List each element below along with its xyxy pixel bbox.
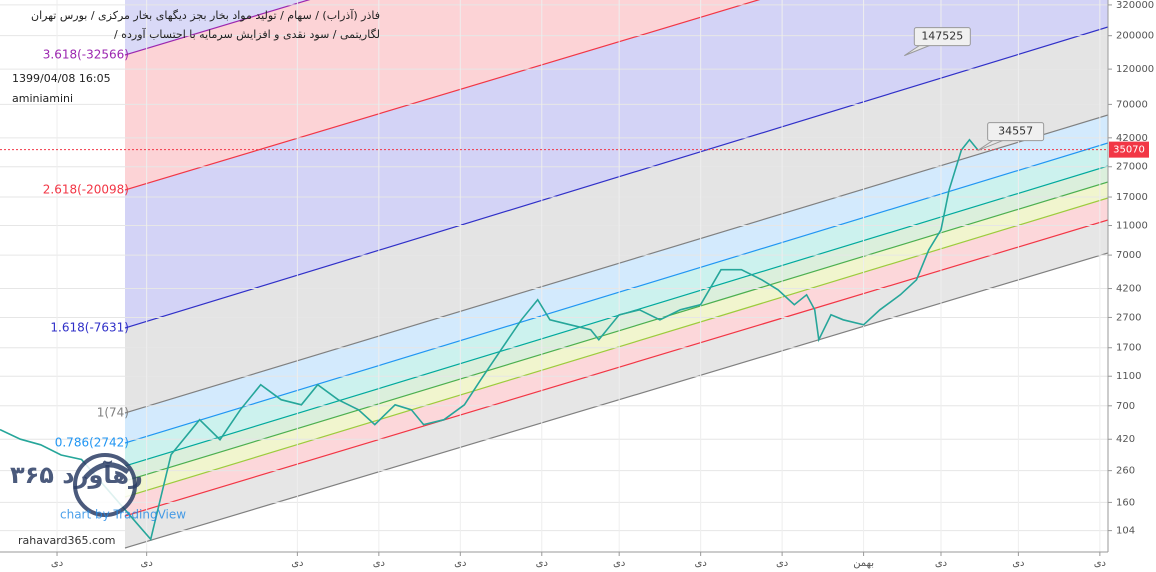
channel-line	[124, 0, 311, 56]
x-tick-label: دی	[1012, 558, 1024, 569]
channel-line	[124, 26, 1108, 329]
channel-band	[125, 0, 1108, 328]
y-tick-label: 104	[1116, 526, 1135, 537]
callout-label: 34557	[998, 125, 1033, 138]
y-tick-label: 70000	[1116, 99, 1148, 110]
channel-line	[124, 0, 761, 191]
axis-bg	[1108, 0, 1156, 572]
y-tick-label: 17000	[1116, 192, 1148, 203]
x-tick-label: دی	[51, 558, 63, 569]
x-tick-label: دی	[373, 558, 385, 569]
y-tick-label: 1100	[1116, 371, 1141, 382]
y-tick-label: 120000	[1116, 64, 1154, 75]
channel-line	[124, 142, 1108, 444]
last-price-label: 35070	[1113, 145, 1145, 156]
channel-band	[125, 182, 1108, 497]
channel-label: 3.618(-32566)	[43, 48, 129, 62]
plot: 147525 34557	[0, 27, 1108, 541]
last-price-tag	[1109, 141, 1149, 158]
x-tick-label: دی	[1094, 558, 1106, 569]
y-tick-label: 7000	[1116, 250, 1141, 261]
callout-box	[987, 122, 1045, 142]
y-tick-label: 700	[1116, 401, 1135, 412]
x-tick-label: دی	[536, 558, 548, 569]
y-tick-label: 27000	[1116, 162, 1148, 173]
channel-label: 1.618(-7631)	[50, 321, 129, 335]
y-tick-label: 320000	[1116, 0, 1154, 11]
y-tick-label: 1700	[1116, 343, 1141, 354]
channel-label: 2.618(-20098)	[43, 183, 129, 197]
logo	[73, 453, 137, 517]
x-tick-label: دی	[935, 558, 947, 569]
y-tick-label: 200000	[1116, 31, 1154, 42]
y-tick-label: 11000	[1116, 221, 1148, 232]
callout-box	[913, 27, 971, 47]
x-tick-label: دی	[613, 558, 625, 569]
channel-label: 1(74)	[97, 406, 129, 420]
y-tick-label: 260	[1116, 466, 1135, 477]
callout-label: 147525	[921, 30, 963, 43]
grid	[0, 0, 1108, 552]
x-tick-label: بهمن	[853, 558, 874, 569]
axes: 3.618(-32566) 2.618(-20098) 1.618(-7631) 1(…	[43, 0, 1154, 569]
chart-title: فاذر (آذراب) / سهام / تولید مواد بخار بج…	[31, 9, 380, 22]
price-line	[0, 138, 979, 541]
y-tick-label: 420	[1116, 434, 1135, 445]
channel-line	[124, 114, 1108, 414]
x-tick-label: دی	[776, 558, 788, 569]
channel-band	[125, 27, 1108, 413]
y-tick-label: 2700	[1116, 312, 1141, 323]
channel-band	[125, 166, 1108, 481]
chart-subtitle: لگاریتمی / سود نقدی و افزایش سرمایه با ا…	[114, 28, 380, 41]
x-tick-label: دی	[695, 558, 707, 569]
x-tick-label: دی	[141, 558, 153, 569]
channel-line	[124, 252, 1108, 549]
x-tick-label: دی	[454, 558, 466, 569]
chart-date: 1399/04/08 16:05	[12, 72, 111, 85]
channel-band	[125, 198, 1108, 516]
watermark-site: rahavard365.com	[18, 534, 116, 547]
watermark-credit: chart by TradingView	[60, 508, 186, 522]
y-tick-label: 160	[1116, 497, 1135, 508]
channel-line	[124, 219, 1108, 517]
channel-line	[124, 181, 1108, 482]
channel-band	[125, 220, 1108, 548]
channel-label: 0.786(2742)	[55, 436, 129, 450]
y-tick-label: 42000	[1116, 133, 1148, 144]
channel-band	[125, 143, 1108, 466]
chart-author: aminiamini	[12, 92, 74, 105]
channel	[124, 0, 1108, 549]
y-tick-label: 4200	[1116, 284, 1141, 295]
watermark-brand: رهآورد ۳۶۵	[10, 460, 143, 489]
x-tick-label: دی	[291, 558, 303, 569]
